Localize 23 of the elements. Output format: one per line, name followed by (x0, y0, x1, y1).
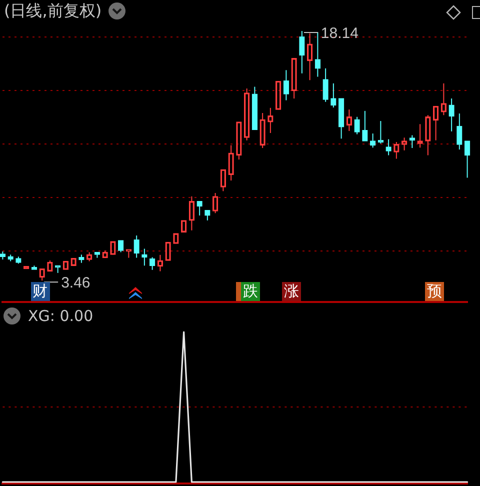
chart-title: XG: 0.00 (28, 307, 94, 325)
candlestick (252, 86, 258, 130)
annotation: 18.14 (320, 25, 358, 42)
candlestick (94, 252, 100, 258)
candlestick (299, 30, 305, 74)
candlestick (448, 98, 454, 132)
candlestick (142, 248, 148, 266)
candlestick (54, 265, 61, 274)
chart-title: (日线,前复权) (4, 1, 102, 20)
candlestick (134, 235, 140, 258)
candlestick (204, 210, 210, 221)
candlestick (370, 133, 376, 148)
candlestick (196, 201, 202, 216)
candlestick (464, 140, 470, 178)
candlestick (362, 110, 368, 142)
candlestick (386, 138, 392, 156)
candlestick (322, 68, 328, 102)
candlestick (314, 32, 321, 78)
candlestick (409, 134, 416, 148)
annotation: 3.46 (61, 274, 90, 292)
candlestick (283, 70, 290, 101)
candlestick (456, 112, 462, 150)
candlestick (330, 82, 336, 108)
